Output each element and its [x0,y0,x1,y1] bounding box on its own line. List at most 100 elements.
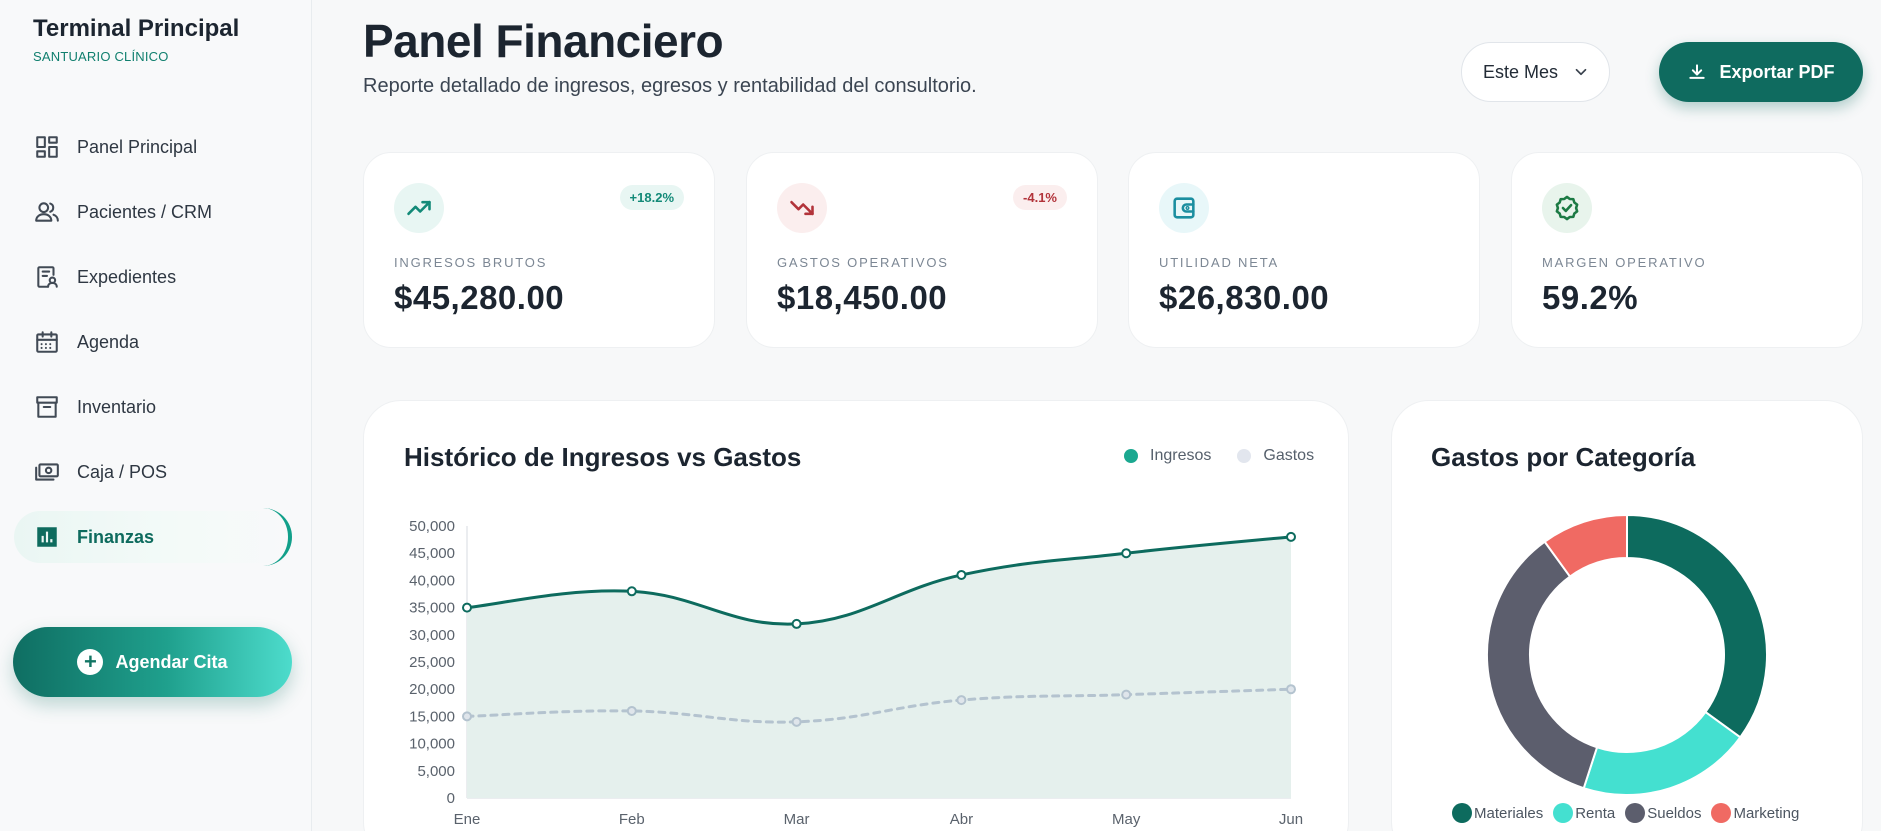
schedule-appointment-button[interactable]: + Agendar Cita [13,627,292,697]
kpi-badge: -4.1% [1013,185,1067,210]
data-point-gastos[interactable] [791,716,802,727]
donut-legend-item-renta[interactable]: Renta [1553,803,1615,823]
sidebar-item-label: Pacientes / CRM [77,201,213,222]
x-tick-label: Mar [784,811,810,828]
sidebar-item-panel-principal[interactable]: Panel Principal [14,121,292,173]
verified-badge-icon [1542,183,1592,233]
legend-label: Ingresos [1150,447,1212,464]
kpi-label: MARGEN OPERATIVO [1542,255,1707,270]
kpi-card-utilidad: UTILIDAD NETA $26,830.00 [1128,152,1480,348]
donut-legend-item-materiales[interactable]: Materiales [1452,803,1543,823]
donut-legend-item-sueldos[interactable]: Sueldos [1625,803,1701,823]
data-point-ingresos[interactable] [626,586,637,597]
chevron-down-icon [1575,68,1587,76]
x-tick-label: Ene [454,811,481,828]
sidebar-item-caja-pos[interactable]: Caja / POS [14,446,292,498]
data-point-gastos[interactable] [462,711,472,722]
kpi-label: INGRESOS BRUTOS [394,255,548,270]
sidebar-item-agenda[interactable]: Agenda [14,316,292,368]
archive-box-icon [33,393,61,421]
series-line-ingresos [465,535,1293,626]
period-select-value: Este Mes [1483,61,1559,82]
legend-label: Gastos [1263,447,1315,464]
y-tick-label: 20,000 [409,681,455,698]
kpi-value: $45,280.00 [394,279,565,316]
donut-slice-sueldos[interactable] [1486,540,1599,790]
cta-label: Agendar Cita [115,651,228,672]
export-pdf-button[interactable]: Exportar PDF [1659,42,1863,102]
export-pdf-label: Exportar PDF [1719,61,1835,82]
data-point-ingresos[interactable] [462,602,472,613]
dashboard-icon [33,133,61,161]
users-icon [33,198,61,226]
trending-up-icon [394,183,444,233]
brand-title: Terminal Principal [33,15,240,42]
series-area-ingresos [467,536,1291,798]
x-tick-label: Feb [619,811,645,828]
calendar-icon [33,328,61,356]
records-icon [33,263,61,291]
x-tick-label: Jun [1279,811,1303,828]
legend-swatch [1124,449,1138,463]
legend-swatch [1237,449,1252,463]
legend-label: Renta [1575,804,1616,822]
legend-label: Marketing [1733,804,1800,822]
active-indicator [234,508,292,566]
donut-title: Gastos por Categoría [1431,442,1696,472]
y-tick-label: 45,000 [409,545,455,562]
y-tick-label: 0 [447,790,455,807]
kpi-card-gastos: -4.1% GASTOS OPERATIVOS $18,450.00 [746,152,1098,348]
y-tick-label: 25,000 [409,654,455,671]
kpi-label: GASTOS OPERATIVOS [777,255,949,270]
y-tick-label: 50,000 [409,518,455,535]
y-tick-label: 15,000 [409,708,455,725]
sidebar-item-label: Inventario [77,396,157,417]
donut-slice-renta[interactable] [1582,710,1742,796]
data-point-gastos[interactable] [956,695,967,706]
sidebar-item-label: Caja / POS [77,461,168,482]
download-icon [1689,64,1706,79]
data-point-gastos[interactable] [626,705,637,716]
sidebar-item-expedientes[interactable]: Expedientes [14,251,292,303]
legend-item-ingresos[interactable]: Ingresos [1124,447,1211,465]
x-tick-label: Abr [950,811,973,828]
data-point-ingresos[interactable] [1121,548,1132,559]
kpi-value: $18,450.00 [777,279,948,316]
legend-swatch [1711,803,1732,823]
y-tick-label: 5,000 [417,763,455,780]
line-chart-legend: Ingresos Gastos [1124,447,1314,465]
sidebar-item-label: Agenda [77,331,140,352]
y-tick-label: 35,000 [409,600,455,617]
period-select[interactable]: Este Mes [1461,42,1610,102]
y-tick-label: 40,000 [409,572,455,589]
page-subtitle: Reporte detallado de ingresos, egresos y… [363,75,977,97]
brand-subtitle: SANTUARIO CLÍNICO [33,49,169,64]
sidebar-item-label: Panel Principal [77,136,198,157]
kpi-card-margen: MARGEN OPERATIVO 59.2% [1511,152,1863,348]
data-point-ingresos[interactable] [1286,531,1296,542]
sidebar-item-finanzas[interactable]: Finanzas [14,508,292,566]
donut-slice-materiales[interactable] [1626,513,1768,739]
sidebar-item-label: Expedientes [77,266,177,287]
cash-register-icon [33,458,61,486]
data-point-gastos[interactable] [1286,684,1296,695]
plus-icon: + [77,649,104,675]
kpi-value: $26,830.00 [1159,279,1330,316]
data-point-ingresos[interactable] [956,569,967,580]
trending-down-icon [777,183,827,233]
kpi-label: UTILIDAD NETA [1159,255,1279,270]
sidebar-item-inventario[interactable]: Inventario [14,381,292,433]
donut-slice-marketing[interactable] [1543,513,1628,578]
legend-label: Materiales [1474,804,1544,822]
sidebar-item-pacientes[interactable]: Pacientes / CRM [14,186,292,238]
page-title: Panel Financiero [363,15,724,67]
donut-legend-item-marketing[interactable]: Marketing [1711,803,1799,823]
legend-label: Sueldos [1647,804,1702,822]
bar-chart-icon [33,523,61,551]
kpi-value: 59.2% [1542,279,1639,316]
legend-item-gastos[interactable]: Gastos [1237,447,1314,465]
kpi-card-ingresos: +18.2% INGRESOS BRUTOS $45,280.00 [363,152,715,348]
data-point-ingresos[interactable] [791,618,802,629]
data-point-gastos[interactable] [1121,689,1132,700]
kpi-badge: +18.2% [619,185,684,210]
